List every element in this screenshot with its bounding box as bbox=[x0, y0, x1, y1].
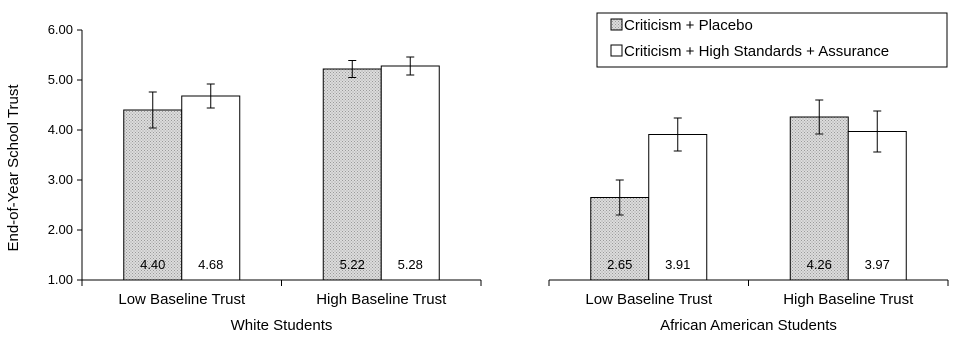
bar-value-label: 4.40 bbox=[140, 257, 165, 272]
bar-value-label: 5.22 bbox=[340, 257, 365, 272]
legend: Criticism + Placebo Criticism + High Sta… bbox=[596, 12, 948, 68]
bars bbox=[123, 56, 907, 281]
legend-swatch-placebo bbox=[610, 18, 623, 31]
bar-value-label: 2.65 bbox=[607, 257, 632, 272]
bar-value-label: 5.28 bbox=[398, 257, 423, 272]
panel-label: African American Students bbox=[660, 317, 837, 334]
y-tick-label: 5.00 bbox=[48, 72, 73, 87]
y-tick-label: 2.00 bbox=[48, 222, 73, 237]
y-axis-title: End-of-Year School Trust bbox=[5, 84, 22, 252]
bar-value-label: 4.26 bbox=[807, 257, 832, 272]
bar bbox=[322, 68, 382, 281]
legend-box bbox=[596, 12, 948, 68]
bar bbox=[380, 65, 440, 281]
bar-value-label: 4.68 bbox=[198, 257, 223, 272]
bar bbox=[123, 109, 183, 281]
labels: 1.00 2.00 3.00 4.00 5.00 6.00 4.40 4.68 Low Base… bbox=[48, 22, 914, 334]
y-tick-label: 4.00 bbox=[48, 122, 73, 137]
legend-label-placebo: Criticism + Placebo bbox=[624, 17, 753, 34]
bar bbox=[181, 95, 241, 281]
legend-swatch-assurance bbox=[610, 44, 623, 57]
bar bbox=[789, 116, 849, 281]
panel-label: White Students bbox=[231, 317, 333, 334]
y-tick-label: 6.00 bbox=[48, 22, 73, 37]
legend-label-assurance: Criticism + High Standards + Assurance bbox=[624, 43, 889, 60]
bar-value-label: 3.97 bbox=[865, 257, 890, 272]
y-tick-label: 3.00 bbox=[48, 172, 73, 187]
bar bbox=[648, 134, 708, 281]
y-tick-label: 1.00 bbox=[48, 272, 73, 287]
bar-value-label: 3.91 bbox=[665, 257, 690, 272]
bar bbox=[847, 131, 907, 281]
group-label: Low Baseline Trust bbox=[585, 291, 713, 308]
group-label: High Baseline Trust bbox=[783, 291, 914, 308]
group-label: High Baseline Trust bbox=[316, 291, 447, 308]
group-label: Low Baseline Trust bbox=[118, 291, 246, 308]
